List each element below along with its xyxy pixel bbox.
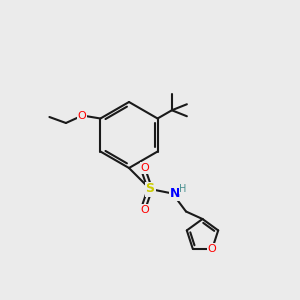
Text: O: O [140,163,149,173]
Text: O: O [77,110,86,121]
Text: O: O [140,205,149,215]
Text: S: S [146,182,154,196]
Text: N: N [170,187,180,200]
Text: H: H [179,184,187,194]
Text: O: O [208,244,217,254]
